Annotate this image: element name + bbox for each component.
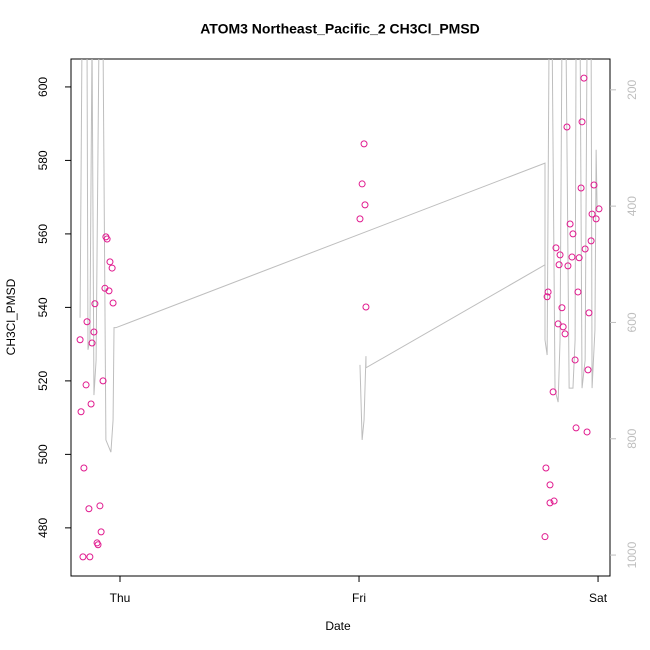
point <box>558 304 566 312</box>
y-tick-label: 600 <box>36 77 50 97</box>
point <box>552 244 560 252</box>
y2-tick-label: 200 <box>625 79 639 99</box>
point <box>564 262 572 270</box>
point <box>561 330 569 338</box>
point <box>76 336 84 344</box>
point <box>580 74 588 82</box>
point <box>555 261 563 269</box>
point <box>79 553 87 561</box>
point <box>563 123 571 131</box>
point <box>97 528 105 536</box>
plot-frame <box>70 58 611 577</box>
point <box>546 499 554 507</box>
point <box>541 533 549 541</box>
point <box>574 288 582 296</box>
y-tick-label: 540 <box>36 297 50 317</box>
y-tick-label: 560 <box>36 224 50 244</box>
point <box>109 299 117 307</box>
point <box>83 318 91 326</box>
point <box>544 288 552 296</box>
point <box>595 205 603 213</box>
point <box>108 264 116 272</box>
x-tick-label: Thu <box>110 591 131 605</box>
point <box>90 328 98 336</box>
x-axis-label: Date <box>325 619 351 633</box>
point <box>77 408 85 416</box>
y2-tick-label: 800 <box>625 428 639 448</box>
point <box>542 464 550 472</box>
point <box>360 140 368 148</box>
point <box>590 181 598 189</box>
point <box>99 377 107 385</box>
point <box>82 381 90 389</box>
point <box>86 553 94 561</box>
point <box>566 220 574 228</box>
point <box>584 366 592 374</box>
point <box>575 254 583 262</box>
y-tick-label: 480 <box>36 518 50 538</box>
x-tick-label: Sat <box>589 591 608 605</box>
point <box>103 235 111 243</box>
point <box>554 320 562 328</box>
point <box>577 184 585 192</box>
point <box>362 303 370 311</box>
y2-tick-label: 600 <box>625 312 639 332</box>
point <box>550 497 558 505</box>
y-axis-label: CH3Cl_PMSD <box>4 278 18 355</box>
point <box>578 118 586 126</box>
point <box>94 541 102 549</box>
point <box>361 201 369 209</box>
point <box>592 215 600 223</box>
point <box>549 388 557 396</box>
y-tick-label: 580 <box>36 150 50 170</box>
point <box>80 464 88 472</box>
point <box>358 180 366 188</box>
y2-tick-label: 1000 <box>625 541 639 568</box>
point <box>588 210 596 218</box>
y-tick-label: 520 <box>36 371 50 391</box>
plot-area <box>79 59 598 453</box>
point <box>543 293 551 301</box>
y-tick-label: 500 <box>36 444 50 464</box>
y2-tick-label: 400 <box>625 196 639 216</box>
point <box>568 253 576 261</box>
point <box>569 230 577 238</box>
point <box>87 400 95 408</box>
point <box>571 356 579 364</box>
point <box>559 323 567 331</box>
line-series <box>79 59 598 453</box>
point <box>96 502 104 510</box>
point <box>583 428 591 436</box>
x-tick-label: Fri <box>352 591 366 605</box>
point <box>85 505 93 513</box>
point <box>556 251 564 259</box>
point <box>587 237 595 245</box>
point <box>356 215 364 223</box>
point <box>581 245 589 253</box>
point <box>546 481 554 489</box>
point <box>91 300 99 308</box>
point <box>88 339 96 347</box>
point <box>105 287 113 295</box>
point <box>106 258 114 266</box>
point <box>572 424 580 432</box>
point <box>585 309 593 317</box>
chart-title: ATOM3 Northeast_Pacific_2 CH3Cl_PMSD <box>200 21 480 37</box>
